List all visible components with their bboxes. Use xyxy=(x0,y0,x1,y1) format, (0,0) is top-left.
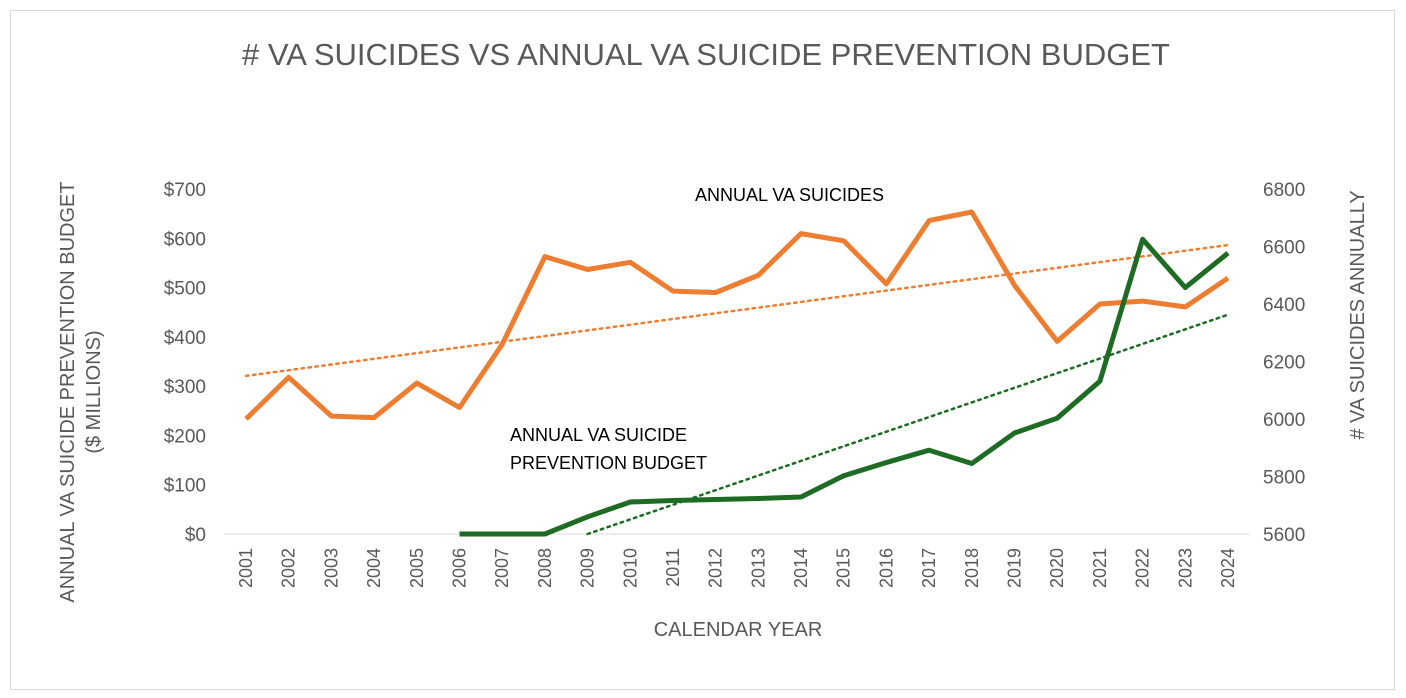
x-tick-label: 2001 xyxy=(236,548,256,588)
annotation-annual-va-suicides: ANNUAL VA SUICIDES xyxy=(695,185,884,205)
x-tick-label: 2017 xyxy=(919,548,939,588)
x-tick-label: 2012 xyxy=(706,548,726,588)
right-tick-label: 6200 xyxy=(1263,353,1305,374)
x-tick-label: 2002 xyxy=(279,548,299,588)
x-tick-label: 2008 xyxy=(535,548,555,588)
annotation-budget-line-1: ANNUAL VA SUICIDE xyxy=(510,425,687,445)
x-tick-label: 2023 xyxy=(1175,548,1195,588)
right-axis-ticks: 5600 5800 6000 6200 6400 6600 6800 xyxy=(1263,180,1305,546)
x-tick-label: 2007 xyxy=(492,548,512,588)
left-tick-label: $700 xyxy=(164,180,206,201)
chart-title: # VA SUICIDES VS ANNUAL VA SUICIDE PREVE… xyxy=(242,37,1170,72)
left-tick-label: $300 xyxy=(164,377,206,398)
x-tick-label: 2018 xyxy=(962,548,982,588)
left-tick-label: $100 xyxy=(164,476,206,497)
left-axis-title-line-1: ANNUAL VA SUICIDE PREVENTION BUDGET xyxy=(57,181,79,602)
x-axis-title: CALENDAR YEAR xyxy=(654,619,823,641)
trendlines xyxy=(244,243,1230,536)
x-tick-label: 2016 xyxy=(876,548,896,588)
right-tick-label: 5800 xyxy=(1263,468,1305,489)
x-tick-label: 2021 xyxy=(1090,548,1110,588)
x-tick-label: 2005 xyxy=(407,548,427,588)
annotation-budget-line-2: PREVENTION BUDGET xyxy=(510,453,707,473)
series-line-suicides xyxy=(244,209,1230,421)
x-tick-label: 2004 xyxy=(364,548,384,588)
series-lines xyxy=(244,209,1230,537)
right-tick-label: 5600 xyxy=(1263,525,1305,546)
series-line-budget xyxy=(459,236,1230,537)
x-tick-label: 2006 xyxy=(449,548,469,588)
right-tick-label: 6600 xyxy=(1263,238,1305,259)
right-tick-label: 6800 xyxy=(1263,180,1305,201)
left-axis-ticks: $0 $100 $200 $300 $400 $500 $600 $700 xyxy=(164,180,206,546)
x-tick-label: 2015 xyxy=(834,548,854,588)
left-tick-label: $0 xyxy=(185,525,206,546)
x-tick-label: 2010 xyxy=(620,548,640,588)
trendline-budget xyxy=(586,313,1230,536)
left-tick-label: $200 xyxy=(164,426,206,447)
chart-frame xyxy=(10,10,1395,690)
left-axis-title: ANNUAL VA SUICIDE PREVENTION BUDGET ($ M… xyxy=(57,181,105,602)
x-tick-label: 2014 xyxy=(791,548,811,588)
left-tick-label: $400 xyxy=(164,328,206,349)
x-tick-label: 2020 xyxy=(1047,548,1067,588)
right-axis-title: # VA SUICIDES ANNUALLY xyxy=(1347,190,1369,439)
x-axis-ticks: 2001 2002 2003 2004 2005 2006 2007 2008 2009 2010… xyxy=(236,548,1238,588)
left-tick-label: $600 xyxy=(164,229,206,250)
x-tick-label: 2022 xyxy=(1133,548,1153,588)
x-tick-label: 2009 xyxy=(578,548,598,588)
trendline-suicides xyxy=(244,243,1230,378)
left-tick-label: $500 xyxy=(164,279,206,300)
right-tick-label: 6400 xyxy=(1263,295,1305,316)
right-tick-label: 6000 xyxy=(1263,410,1305,431)
x-tick-label: 2019 xyxy=(1005,548,1025,588)
left-axis-title-line-2: ($ MILLIONS) xyxy=(83,330,105,453)
x-tick-label: 2003 xyxy=(321,548,341,588)
x-tick-label: 2011 xyxy=(663,548,683,587)
x-tick-label: 2024 xyxy=(1218,548,1238,588)
x-tick-label: 2013 xyxy=(748,548,768,588)
